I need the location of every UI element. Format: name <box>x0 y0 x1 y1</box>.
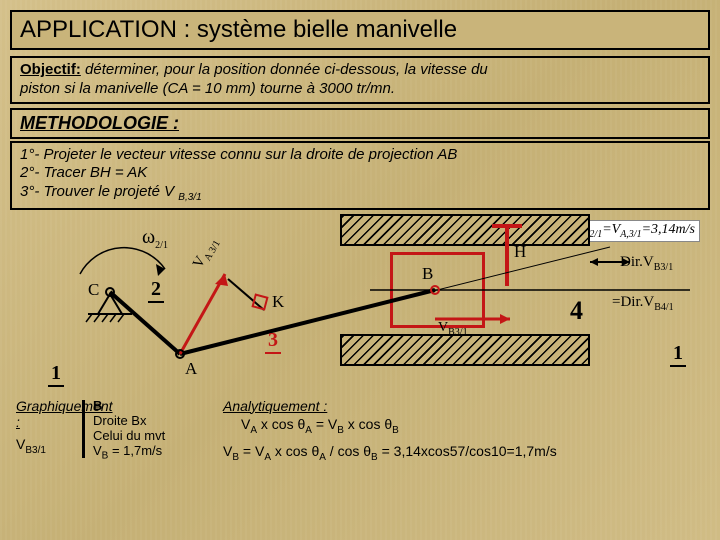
analytique-h: Analytiquement : <box>223 398 704 414</box>
label-k: K <box>272 292 284 312</box>
analytique-l2: VB = VA x cos θA / cos θB = 3,14xcos57/c… <box>223 443 704 463</box>
objectif-box: Objectif: déterminer, pour la position d… <box>10 56 710 104</box>
objectif-text-2: piston si la manivelle (CA = 10 mm) tour… <box>20 80 395 97</box>
graphique-l1: Droite Bx <box>93 413 211 428</box>
label-a: A <box>185 359 197 379</box>
page-title: APPLICATION : système bielle manivelle <box>20 16 700 44</box>
diagram-area: ω2/1 VA 3/1 C A K B H 1 2 3 4 1 VB3/1 Di… <box>10 214 710 394</box>
label-2: 2 <box>148 278 164 303</box>
title-box: APPLICATION : système bielle manivelle <box>10 10 710 50</box>
point-a <box>175 349 185 359</box>
label-h: H <box>514 242 526 262</box>
graphique-v: V <box>16 436 25 452</box>
label-1b: 1 <box>670 342 686 367</box>
objectif-text-1: déterminer, pour la position donnée ci-d… <box>85 61 488 78</box>
link-2 <box>110 292 180 354</box>
line-ab-ext <box>180 247 610 354</box>
label-1: 1 <box>48 362 64 387</box>
steps-box: 1°- Projeter le vecteur vitesse connu su… <box>10 141 710 210</box>
graphique-b: B <box>93 398 211 413</box>
label-b: B <box>422 264 433 284</box>
label-c: C <box>88 280 99 300</box>
methodologie-label: METHODOLOGIE : <box>10 108 710 139</box>
point-b <box>430 285 440 295</box>
label-omega: ω2/1 <box>142 226 168 251</box>
bottom-row: Graphiquement : VB3/1 B Droite Bx Celui … <box>10 396 710 466</box>
graphique-h: Graphiquement : <box>16 398 74 430</box>
omega-arc <box>80 247 165 275</box>
step-1: 1°- Projeter le vecteur vitesse connu su… <box>20 146 700 165</box>
graphique-l2: Celui du mvt <box>93 428 211 443</box>
objectif-label: Objectif: <box>20 61 81 78</box>
separator-1 <box>82 400 85 458</box>
label-dir1: Dir.VB3/1 <box>620 254 673 273</box>
label-vb31: VB3/1 <box>438 320 468 338</box>
step-3: 3°- Trouver le projeté V B,3/1 <box>20 183 700 205</box>
label-3: 3 <box>265 329 281 354</box>
analytique-l1: VA x cos θA = VB x cos θB <box>241 416 704 436</box>
diagram-svg <box>10 214 710 394</box>
point-c <box>105 287 115 297</box>
label-dir2: =Dir.VB4/1 <box>612 294 674 313</box>
label-4: 4 <box>570 296 583 326</box>
step-2: 2°- Tracer BH = AK <box>20 164 700 183</box>
